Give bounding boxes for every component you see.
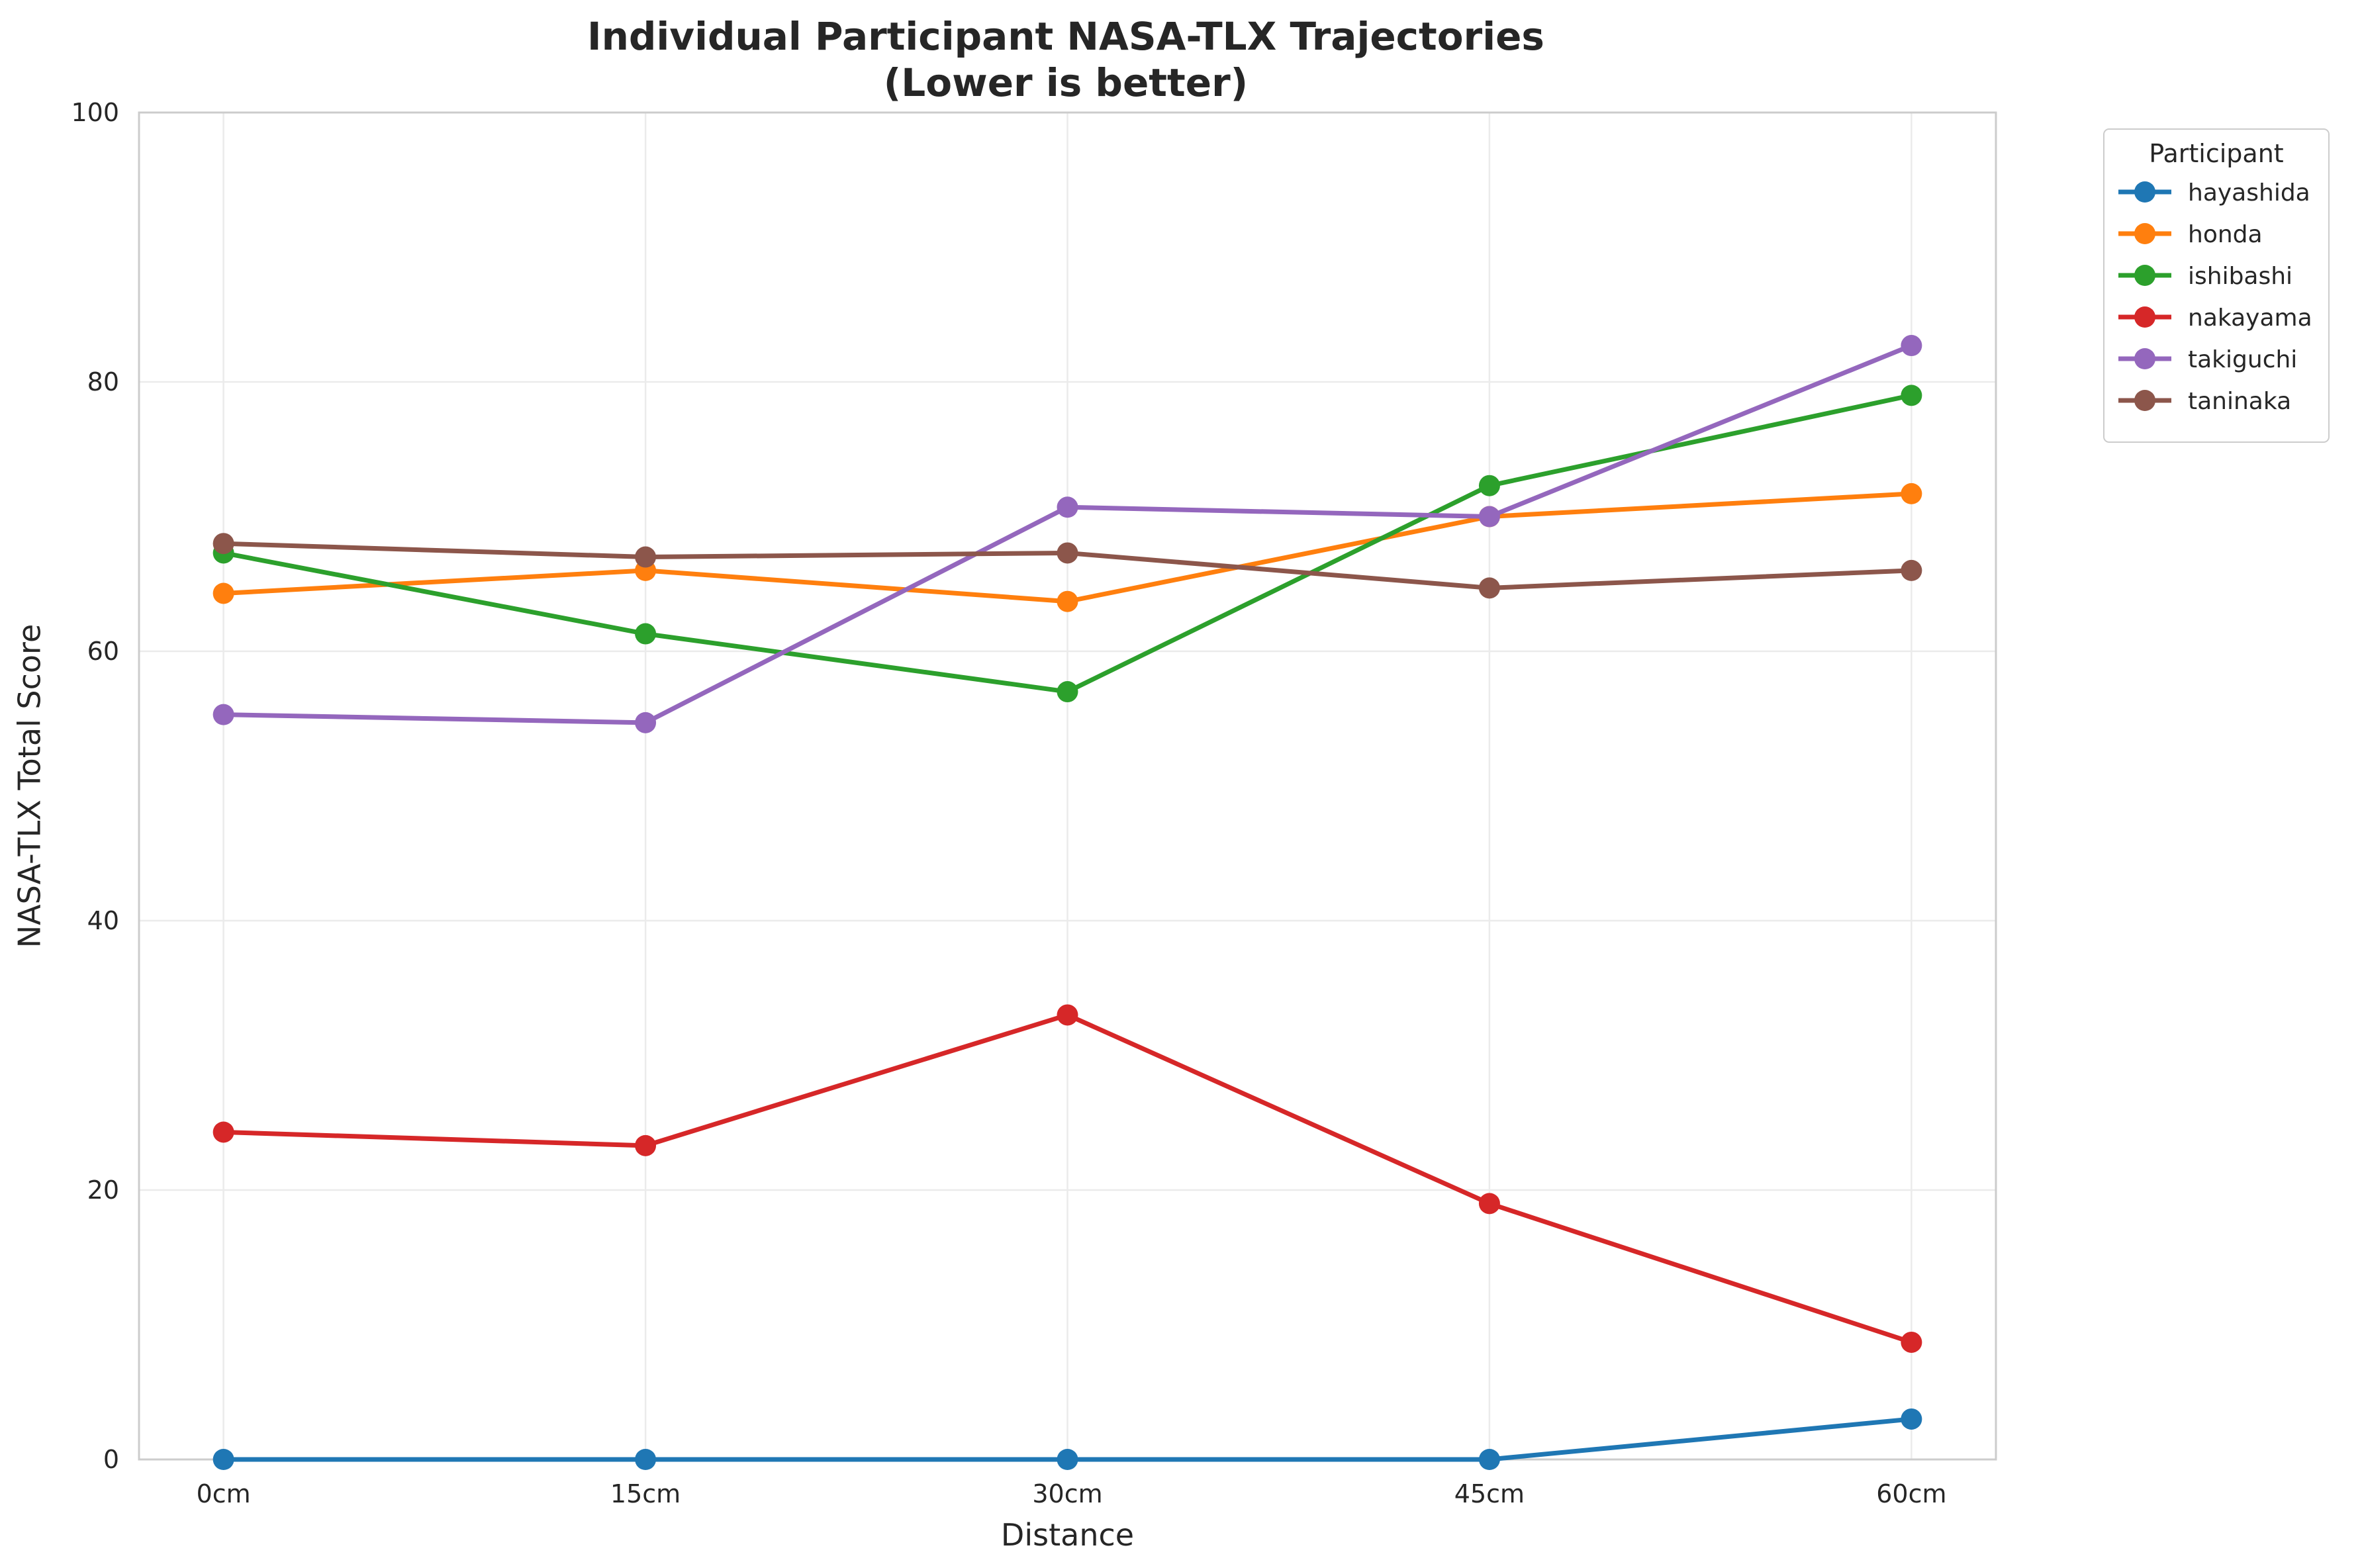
data-point-takiguchi-4 — [1901, 335, 1922, 357]
y-tick-label-3: 60 — [87, 637, 119, 666]
legend-item-nakayama: nakayama — [2118, 304, 2312, 332]
chart-subtitle: (Lower is better) — [884, 60, 1248, 105]
data-point-taninaka-4 — [1901, 559, 1922, 581]
data-point-taninaka-0 — [213, 533, 234, 555]
data-point-nakayama-3 — [1478, 1193, 1500, 1215]
legend-item-honda: honda — [2118, 221, 2263, 248]
legend-swatch-marker-ishibashi — [2134, 265, 2155, 286]
data-point-ishibashi-2 — [1057, 681, 1078, 703]
legend-label-taninaka: taninaka — [2188, 388, 2291, 415]
y-tick-label-4: 80 — [87, 367, 119, 396]
data-point-taninaka-1 — [635, 546, 657, 568]
data-point-takiguchi-2 — [1057, 496, 1078, 518]
legend-swatch-marker-honda — [2134, 223, 2155, 244]
data-point-nakayama-1 — [635, 1134, 657, 1156]
legend-item-taninaka: taninaka — [2118, 388, 2291, 415]
y-axis-label: NASA-TLX Total Score — [12, 624, 48, 948]
x-axis-label: Distance — [1001, 1517, 1134, 1553]
x-tick-label-0: 0cm — [197, 1479, 251, 1508]
legend-title: Participant — [2149, 139, 2283, 168]
series-nakayama — [213, 1004, 1922, 1353]
data-point-nakayama-2 — [1057, 1004, 1078, 1026]
y-tick-label-0: 0 — [103, 1445, 119, 1474]
legend-label-nakayama: nakayama — [2188, 304, 2312, 332]
data-point-taninaka-3 — [1478, 577, 1500, 599]
legend-swatch-marker-takiguchi — [2134, 348, 2155, 369]
data-point-ishibashi-3 — [1478, 475, 1500, 496]
legend-swatch-marker-hayashida — [2134, 181, 2155, 203]
axis-ticks: 0 20 40 60 80 100 0cm 15cm 30cm 45cm 60cm — [71, 98, 1946, 1508]
data-point-nakayama-0 — [213, 1121, 234, 1143]
data-point-hayashida-2 — [1057, 1449, 1078, 1470]
chart-title: Individual Participant NASA-TLX Trajecto… — [587, 14, 1544, 59]
data-point-takiguchi-3 — [1478, 506, 1500, 528]
data-point-hayashida-3 — [1478, 1449, 1500, 1470]
legend-swatch-marker-nakayama — [2134, 306, 2155, 328]
data-point-takiguchi-0 — [213, 704, 234, 725]
data-point-hayashida-4 — [1901, 1408, 1922, 1430]
data-point-honda-4 — [1901, 483, 1922, 504]
x-tick-label-3: 45cm — [1454, 1479, 1525, 1508]
legend-label-honda: honda — [2188, 221, 2263, 248]
data-point-hayashida-0 — [213, 1449, 234, 1470]
legend-item-takiguchi: takiguchi — [2118, 346, 2297, 373]
data-point-taninaka-2 — [1057, 542, 1078, 564]
data-point-honda-2 — [1057, 590, 1078, 612]
y-tick-label-5: 100 — [71, 98, 119, 127]
y-tick-label-2: 40 — [87, 906, 119, 935]
legend: Participant hayashida honda ishibashi nakay… — [2103, 128, 2330, 443]
data-point-ishibashi-4 — [1901, 385, 1922, 406]
legend-item-hayashida: hayashida — [2118, 179, 2310, 207]
series-hayashida — [213, 1408, 1922, 1470]
series-lines — [213, 335, 1922, 1470]
legend-label-ishibashi: ishibashi — [2188, 263, 2292, 290]
data-point-ishibashi-1 — [635, 623, 657, 645]
data-point-honda-0 — [213, 582, 234, 604]
x-tick-label-2: 30cm — [1032, 1479, 1102, 1508]
series-takiguchi — [213, 335, 1922, 733]
series-taninaka — [213, 533, 1922, 599]
grid-lines — [139, 111, 1996, 1461]
x-tick-label-1: 15cm — [610, 1479, 681, 1508]
data-point-nakayama-4 — [1901, 1331, 1922, 1353]
data-point-hayashida-1 — [635, 1449, 657, 1470]
x-tick-label-4: 60cm — [1876, 1479, 1946, 1508]
data-point-takiguchi-1 — [635, 712, 657, 733]
y-tick-label-1: 20 — [87, 1176, 119, 1205]
legend-swatch-marker-taninaka — [2134, 390, 2155, 411]
legend-label-takiguchi: takiguchi — [2188, 346, 2297, 373]
legend-item-ishibashi: ishibashi — [2118, 263, 2292, 290]
legend-label-hayashida: hayashida — [2188, 179, 2310, 207]
legend-box — [2103, 128, 2330, 443]
